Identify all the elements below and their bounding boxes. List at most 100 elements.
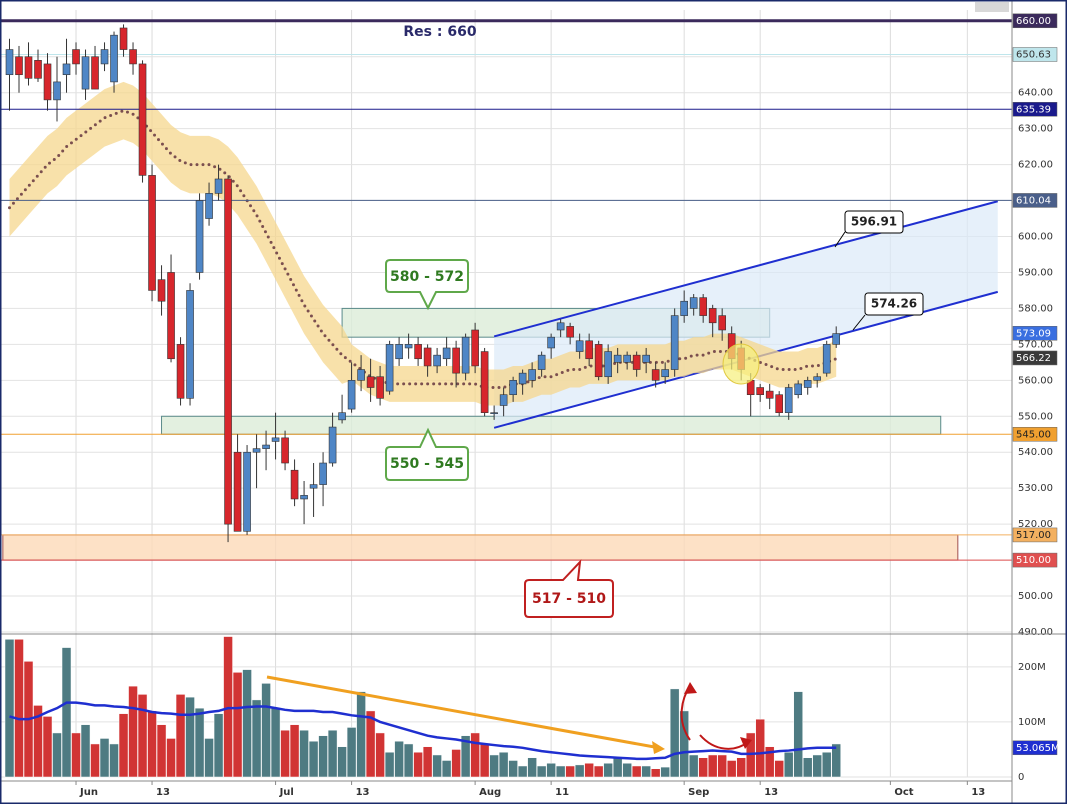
volume-bar <box>793 691 803 778</box>
candle-body <box>528 369 536 381</box>
candle-body <box>129 49 137 65</box>
volume-bar <box>384 751 395 778</box>
candle-body <box>490 412 498 414</box>
volume-bar <box>61 647 72 778</box>
volume-bar <box>641 765 651 778</box>
candle-body <box>680 300 688 316</box>
volume-bar <box>308 740 319 778</box>
price-tag: 650.63 <box>1012 47 1058 62</box>
candle-body <box>803 380 812 388</box>
volume-bar <box>422 746 433 778</box>
candle-body <box>585 340 593 360</box>
y-tick-label: 100M <box>1018 717 1046 728</box>
y-tick-label: 550.00 <box>1018 411 1053 422</box>
candle-body <box>480 351 489 413</box>
volume-bar <box>356 691 366 778</box>
candle-body <box>366 376 375 388</box>
volume-bar <box>451 749 461 778</box>
volume-bar <box>593 765 604 778</box>
y-tick-label: 520.00 <box>1018 519 1053 530</box>
callout-box <box>385 259 469 311</box>
candle-body <box>566 326 574 338</box>
volume-bar <box>603 762 613 778</box>
candle-body <box>148 175 156 291</box>
y-tick-label: 570.00 <box>1018 339 1053 350</box>
candle-body <box>404 344 413 349</box>
volume-bar <box>71 732 81 778</box>
volume-bar <box>280 729 290 778</box>
price-tag: 53.065M <box>1012 740 1060 756</box>
candle-body <box>167 272 175 360</box>
candle-body <box>205 193 213 219</box>
volume-bar <box>555 765 566 778</box>
candle-body <box>822 344 831 374</box>
x-tick-label: 13 <box>156 787 170 798</box>
volume-bar <box>574 764 585 778</box>
price-tag-box <box>1012 13 1058 29</box>
candle-body <box>195 200 204 273</box>
candle-body <box>699 297 707 316</box>
highlight-circle <box>722 343 760 385</box>
volume-bar <box>346 727 357 778</box>
candle-body <box>281 437 289 464</box>
candle-body <box>775 394 783 413</box>
candle-body <box>832 333 841 345</box>
candle-body <box>670 315 679 370</box>
candle-body <box>157 279 166 302</box>
price-tag-box <box>1012 102 1058 117</box>
arrow-head <box>652 741 665 754</box>
volume-bar <box>831 743 841 778</box>
y-tick-label: 200M <box>1018 662 1046 673</box>
x-tick-label: 13 <box>356 787 370 798</box>
price-tag-box <box>1012 47 1058 62</box>
candle-body <box>651 369 660 381</box>
volume-bar <box>175 694 186 778</box>
candle-body <box>471 329 479 367</box>
callout-label: 550 - 545 <box>390 456 464 472</box>
price-tag: 573.09 <box>1012 326 1058 341</box>
volume-bar <box>270 707 281 778</box>
volume-bar <box>375 732 385 778</box>
candle-body <box>604 351 612 378</box>
x-tick-label: Oct <box>894 787 913 798</box>
volume-bar <box>185 696 195 778</box>
candle-body <box>395 344 403 360</box>
candle-body <box>556 322 565 331</box>
price-tag-label: 650.63 <box>1016 49 1051 60</box>
candle-body <box>186 290 194 399</box>
volume-bar <box>660 766 670 778</box>
volume-bar <box>432 754 442 778</box>
volume-bar <box>717 754 727 778</box>
volume-bar <box>289 724 300 778</box>
y-tick-label: 530.00 <box>1018 483 1053 494</box>
zone <box>161 415 942 435</box>
volume-bar <box>128 685 138 778</box>
volume-bar <box>546 762 556 778</box>
zone <box>2 534 959 561</box>
x-tick-label: Jun <box>79 787 98 798</box>
volume-bar <box>669 688 680 778</box>
candle-body <box>385 344 394 392</box>
volume-bar <box>755 718 765 778</box>
volume-bar <box>631 765 642 778</box>
volume-bar <box>650 768 661 778</box>
price-tag-label: 635.39 <box>1016 104 1051 115</box>
callout-box <box>385 427 469 481</box>
price-label-box <box>864 292 924 316</box>
volume-bar <box>527 757 537 778</box>
toolbar-buttons[interactable] <box>975 2 1009 12</box>
volume-bar <box>698 757 708 778</box>
y-tick-label: 490.00 <box>1018 627 1053 638</box>
x-tick-label: Sep <box>688 787 709 798</box>
pointer <box>852 314 866 331</box>
band <box>9 81 837 406</box>
x-tick-label: 13 <box>971 787 985 798</box>
resistance-label: Res : 660 <box>403 24 476 40</box>
candle-body <box>376 376 384 399</box>
x-tick-label: Jul <box>279 787 294 798</box>
price-tag-box <box>1012 427 1058 442</box>
volume-average <box>9 701 837 761</box>
candle-body <box>328 426 337 464</box>
arrow-head <box>684 682 697 694</box>
